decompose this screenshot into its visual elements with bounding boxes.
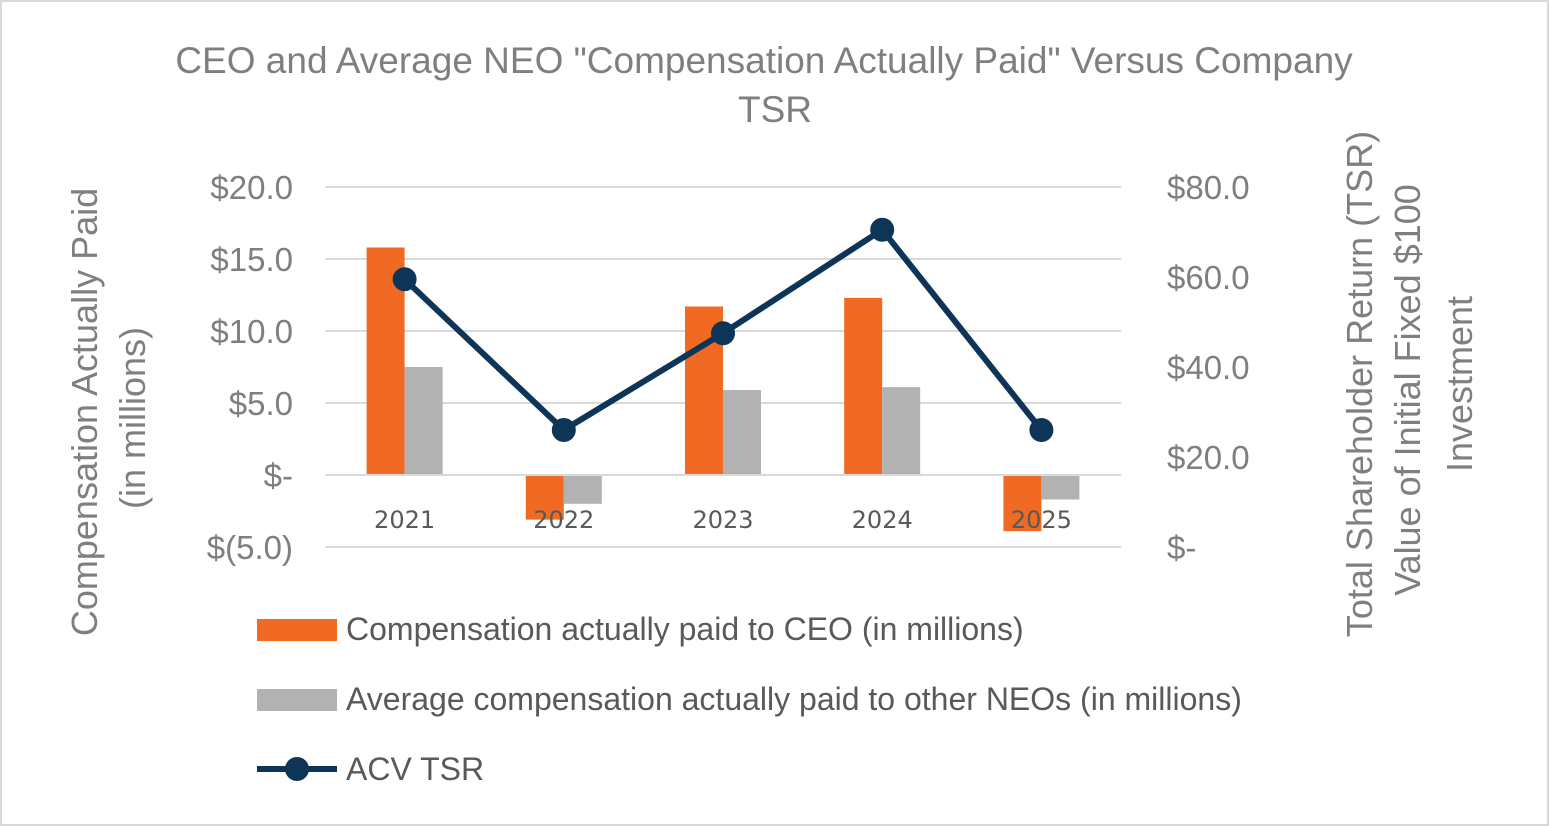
bar-ceo-2024	[844, 297, 883, 475]
legend-label-ceo: Compensation actually paid to CEO (in mi…	[346, 611, 1024, 647]
y-tick-label-0: $20.0	[210, 169, 293, 206]
bar-neo-2023	[723, 390, 761, 475]
legend: Compensation actually paid to CEO (in mi…	[257, 611, 1242, 787]
bar-neo-2022	[563, 475, 602, 504]
left-axis-ticks: $20.0 $15.0 $10.0 $5.0 $- $(5.0)	[207, 169, 293, 566]
bars	[366, 247, 1080, 532]
category-label-2022: 2022	[533, 506, 594, 534]
tsr-point-2021	[392, 267, 417, 292]
bar-neo-2025	[1041, 475, 1080, 500]
y-tick-label-2: $10.0	[210, 313, 293, 350]
bar-ceo-2025	[1003, 475, 1042, 532]
category-label-2023: 2023	[692, 506, 753, 534]
tsr-point-2024	[870, 217, 895, 242]
category-label-2021: 2021	[374, 506, 435, 534]
y-axis-label-line-2: (in millions)	[112, 327, 153, 509]
y2-tick-label-1: $60.0	[1167, 259, 1250, 296]
legend-swatch-neo	[257, 689, 337, 711]
chart-title-line-2: TSR	[738, 89, 812, 130]
category-labels: 2021 2022 2023 2024 2025	[374, 506, 1072, 534]
y-tick-label-5: $(5.0)	[207, 529, 293, 566]
tsr-point-2022	[551, 418, 576, 442]
tsr-point-2025	[1029, 418, 1054, 442]
bar-neo-2024	[882, 387, 921, 475]
y2-axis-label-line-1: Total Shareholder Return (TSR)	[1339, 131, 1380, 637]
y2-axis-label-line-2: Value of Initial Fixed $100	[1387, 184, 1428, 596]
tsr-line	[392, 217, 1054, 442]
y-axis-label-line-1: Compensation Actually Paid	[64, 188, 105, 636]
legend-label-tsr: ACV TSR	[346, 751, 484, 787]
y2-tick-label-0: $80.0	[1167, 169, 1250, 206]
legend-marker-tsr	[285, 757, 309, 781]
category-label-2024: 2024	[852, 506, 913, 534]
bar-ceo-2022	[525, 475, 564, 520]
category-label-2025: 2025	[1011, 506, 1072, 534]
legend-swatch-ceo	[257, 619, 337, 641]
legend-label-neo: Average compensation actually paid to ot…	[346, 681, 1242, 717]
y-tick-label-1: $15.0	[210, 241, 293, 278]
y2-tick-label-4: $-	[1167, 529, 1196, 566]
y2-axis-label-line-3: Investment	[1439, 296, 1480, 472]
y2-tick-label-2: $40.0	[1167, 349, 1250, 386]
y-tick-label-3: $5.0	[229, 385, 293, 422]
bar-neo-2021	[404, 367, 443, 475]
chart-title-line-1: CEO and Average NEO "Compensation Actual…	[175, 40, 1353, 81]
y2-tick-label-3: $20.0	[1167, 439, 1250, 476]
tsr-point-2023	[711, 321, 735, 346]
right-axis-ticks: $80.0 $60.0 $40.0 $20.0 $-	[1167, 169, 1250, 566]
y-tick-label-4: $-	[264, 457, 293, 494]
